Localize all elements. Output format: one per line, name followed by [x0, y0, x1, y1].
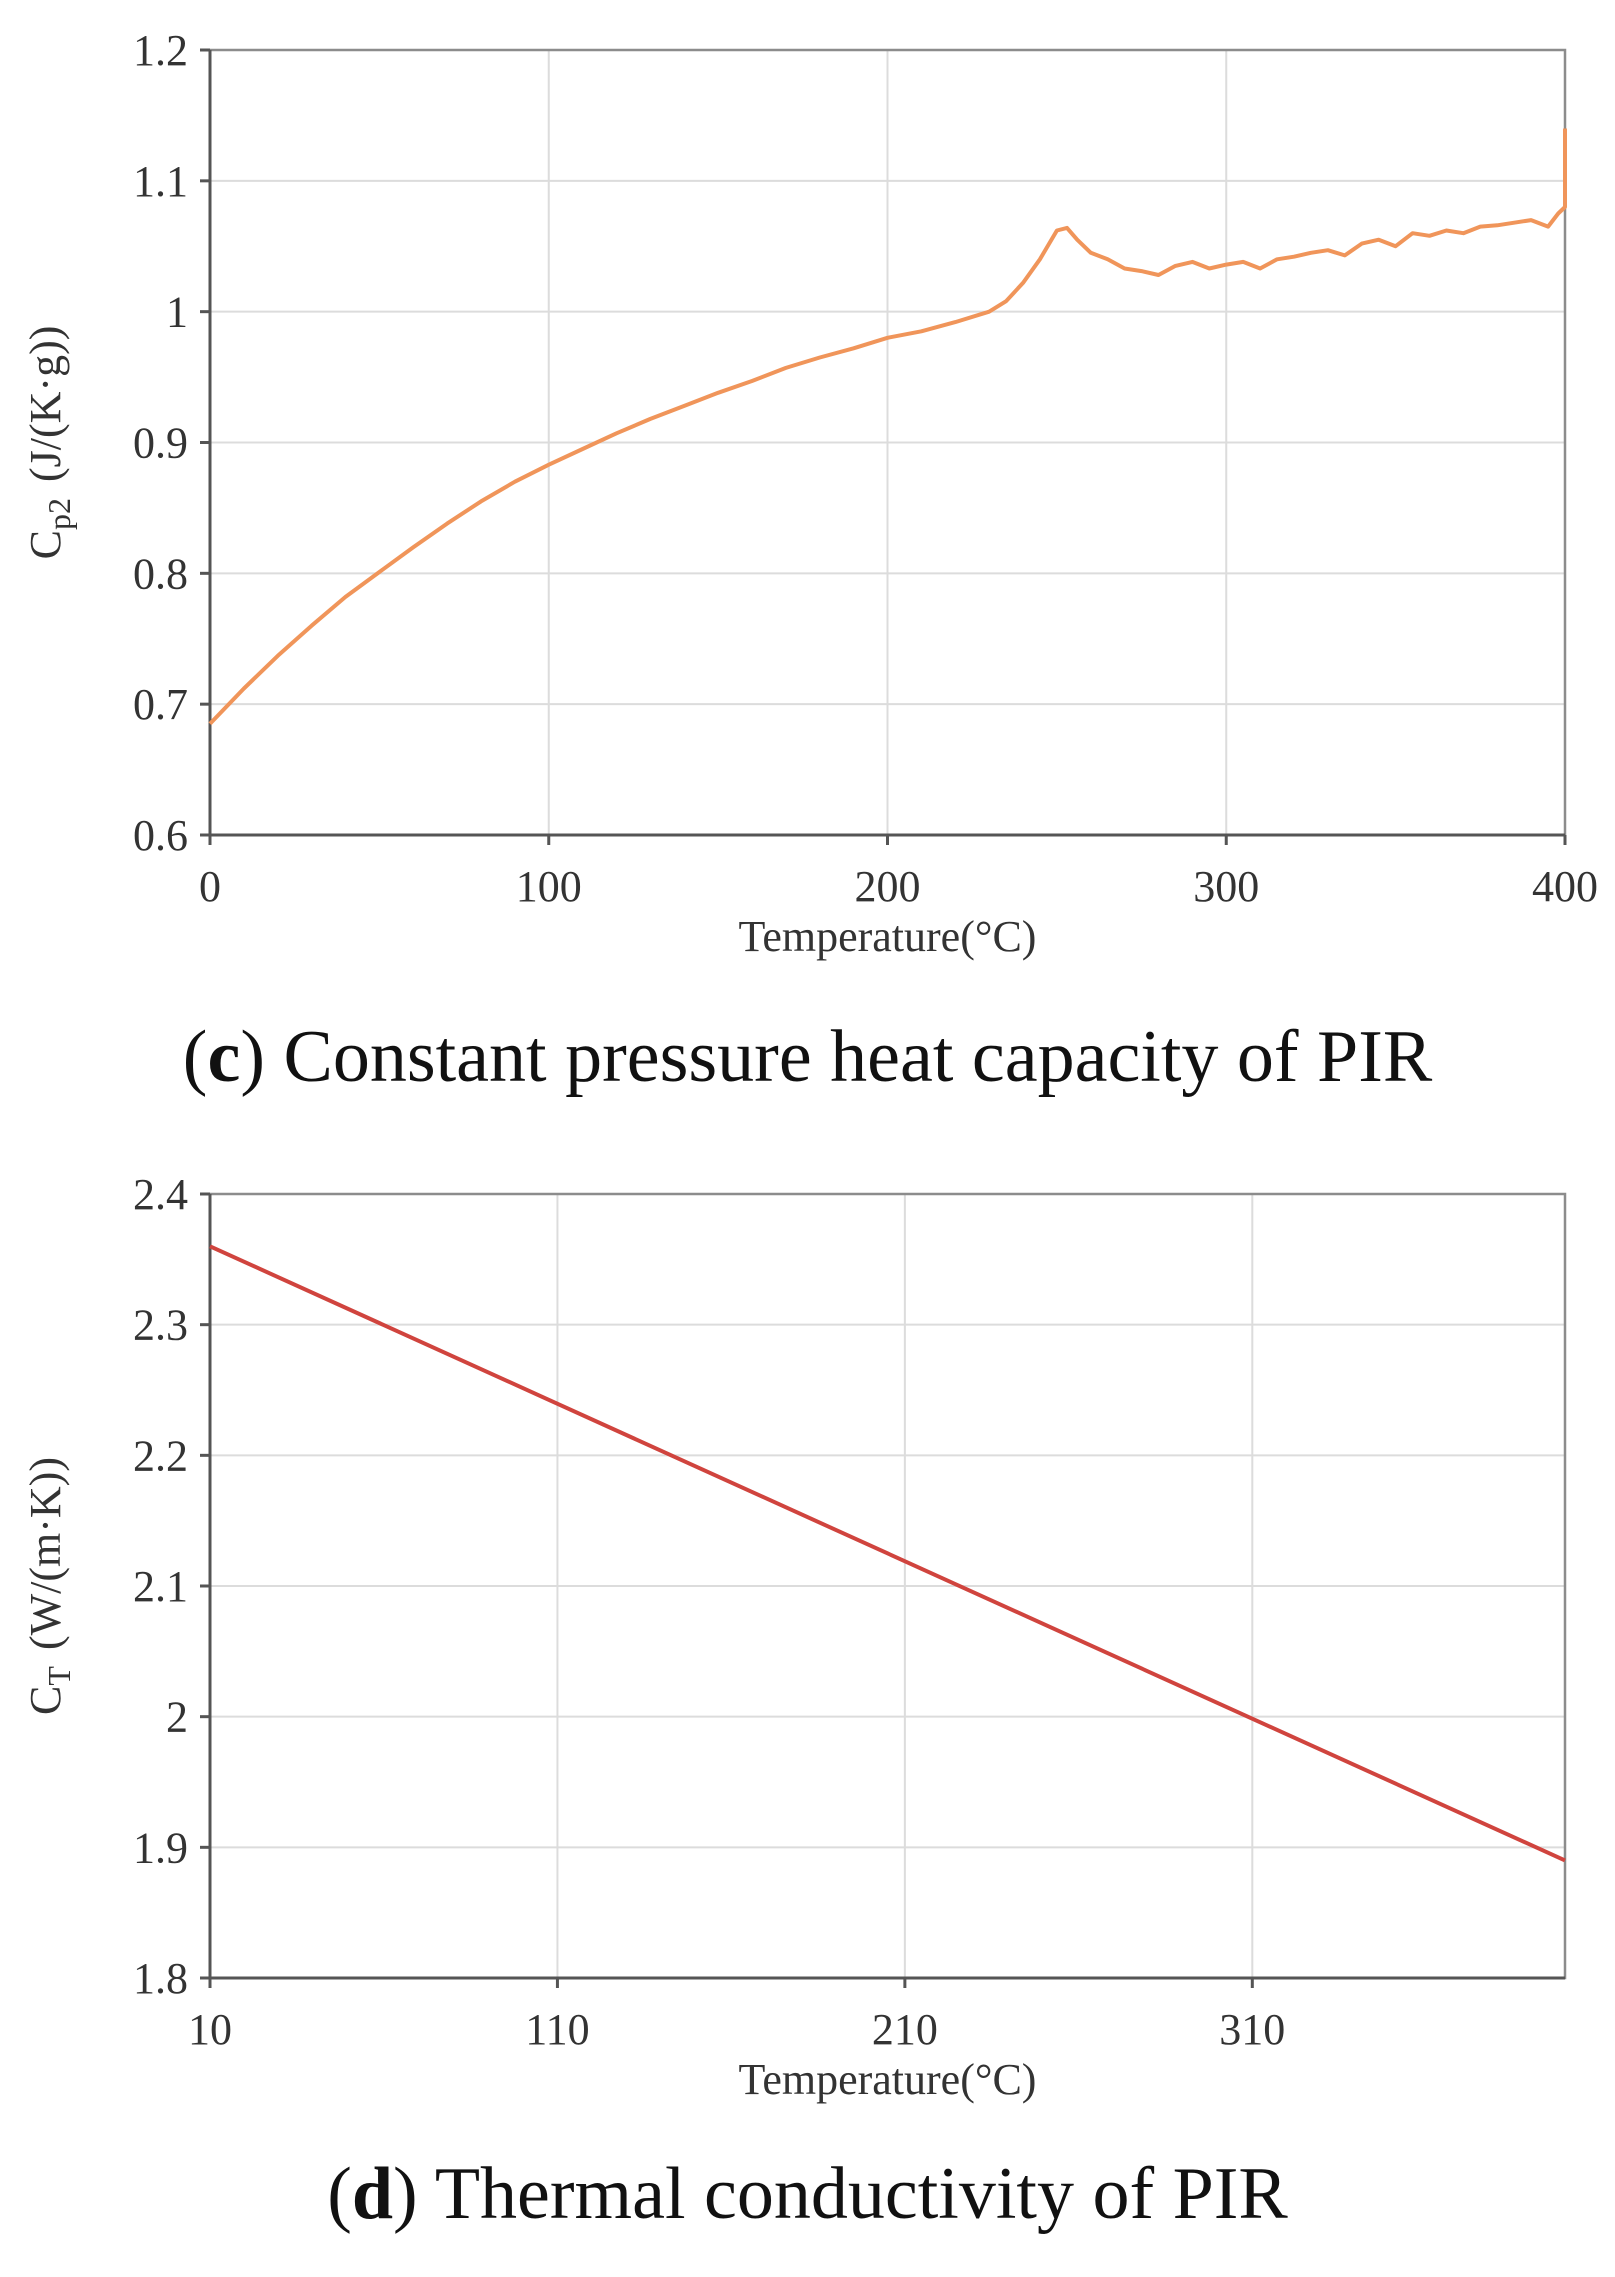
y-tick-label: 1: [166, 288, 188, 337]
y-axis-label-main: C: [21, 530, 70, 559]
y-tick-label: 1.9: [133, 1823, 188, 1872]
y-tick-label: 2.1: [133, 1562, 188, 1611]
heat-capacity-chart: 0 100 200 300 400 0.6 0.7 0.8 0.9 1 1.1 1.2 Temperat…: [21, 26, 1598, 961]
y-axis-label-sub: p2: [41, 498, 77, 530]
y-tick-label: 1.8: [133, 1954, 188, 2003]
chart-panel-d: 10 110 210 310 1.8 1.9 2 2.1 2.2 2.3 2.4 Temperatur…: [0, 1150, 1615, 2277]
x-tick-label: 310: [1219, 2005, 1285, 2054]
caption-d-text: Thermal conductivity of PIR: [434, 2153, 1288, 2235]
y-axis-label: Cp2 (J/(K·g)): [21, 326, 77, 560]
y-axis-label-unit: (J/(K·g)): [21, 326, 70, 482]
y-tick-label: 2.4: [133, 1170, 188, 1219]
y-axis-label: CT (W/(m·K)): [21, 1457, 77, 1715]
y-tick-label: 1.2: [133, 26, 188, 75]
x-tick-label: 10: [188, 2005, 232, 2054]
x-tick-label: 0: [199, 862, 221, 911]
x-axis-label: Temperature(°C): [739, 2055, 1037, 2104]
x-tick-label: 300: [1193, 862, 1259, 911]
y-axis-label-main: C: [21, 1686, 70, 1715]
y-tick-label: 0.8: [133, 549, 188, 598]
y-tick-label: 2.3: [133, 1301, 188, 1350]
y-tick-label: 1.1: [133, 157, 188, 206]
y-axis-label-sub: T: [41, 1666, 77, 1686]
x-tick-label: 210: [872, 2005, 938, 2054]
x-tick-label: 400: [1532, 862, 1598, 911]
y-tick-label: 2.2: [133, 1431, 188, 1480]
x-tick-label: 200: [855, 862, 921, 911]
series-line: [208, 128, 1567, 726]
caption-d: (d) Thermal conductivity of PIR: [327, 2153, 1288, 2235]
y-axis-label-unit: (W/(m·K)): [21, 1457, 70, 1650]
x-tick-label: 110: [525, 2005, 589, 2054]
x-tick-label: 100: [516, 862, 582, 911]
x-axis-label: Temperature(°C): [739, 912, 1037, 961]
chart-panel-c: 0 100 200 300 400 0.6 0.7 0.8 0.9 1 1.1 1.2 Temperat…: [0, 0, 1615, 1110]
y-tick-label: 0.6: [133, 811, 188, 860]
series-line: [209, 1244, 1566, 1863]
y-tick-label: 2: [166, 1693, 188, 1742]
y-tick-label: 0.9: [133, 419, 188, 468]
caption-c-text: Constant pressure heat capacity of PIR: [283, 1016, 1433, 1098]
thermal-conductivity-chart: 10 110 210 310 1.8 1.9 2 2.1 2.2 2.3 2.4 Temperatur…: [21, 1170, 1567, 2104]
caption-c-letter: c: [207, 1016, 241, 1098]
caption-d-letter: d: [351, 2153, 394, 2235]
caption-c: (c) Constant pressure heat capacity of P…: [182, 1016, 1433, 1098]
y-tick-label: 0.7: [133, 680, 188, 729]
